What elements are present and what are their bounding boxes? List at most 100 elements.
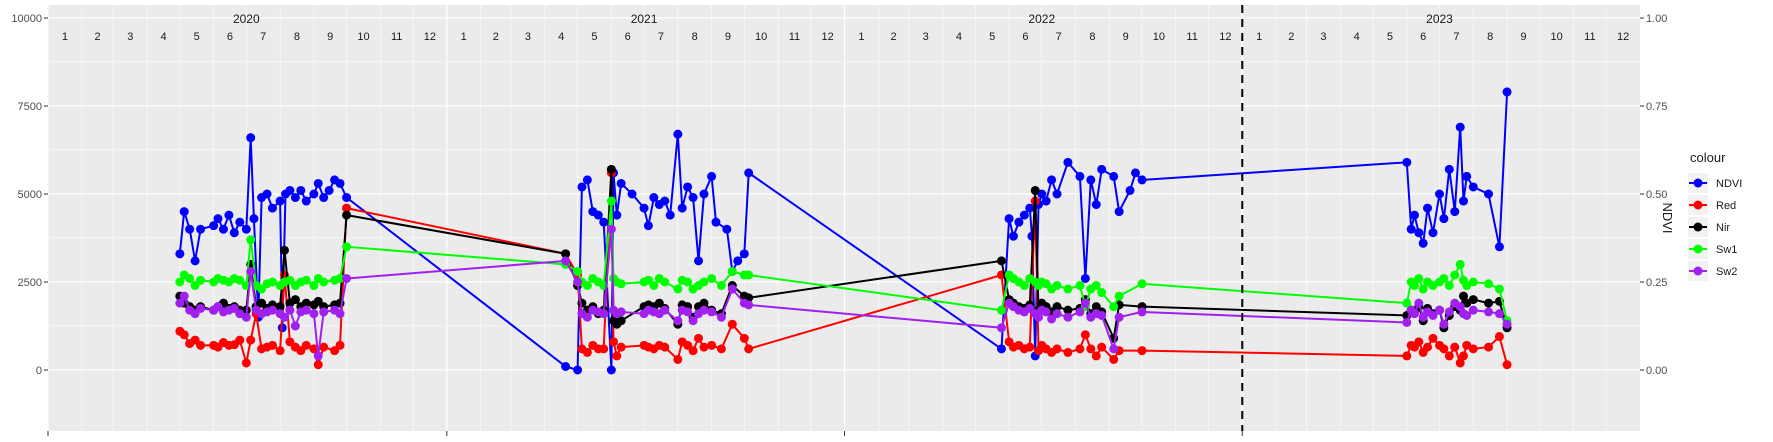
data-point-ndvi (324, 185, 334, 195)
month-label: 5 (1387, 31, 1393, 43)
data-point-ndvi (739, 249, 749, 259)
data-point-sw2 (683, 307, 693, 317)
data-point-sw2 (1494, 309, 1504, 319)
legend-item-ndvi: NDVI (1688, 173, 1742, 193)
month-label: 10 (1551, 31, 1563, 43)
left-tick-label: 7500 (18, 101, 42, 113)
data-point-ndvi (1455, 122, 1465, 132)
data-point-sw2 (313, 351, 323, 361)
data-point-red (1468, 344, 1478, 354)
data-point-ndvi (267, 203, 277, 213)
data-point-ndvi (342, 193, 352, 203)
data-point-sw1 (1137, 279, 1147, 289)
month-label: 8 (692, 31, 698, 43)
data-point-sw2 (707, 307, 717, 317)
left-tick-label: 0 (36, 365, 42, 377)
data-point-ndvi (582, 175, 592, 185)
data-point-ndvi (1418, 238, 1428, 248)
month-label: 9 (327, 31, 333, 43)
data-point-sw2 (1041, 307, 1051, 317)
year-label: 2020 (233, 12, 260, 26)
month-label: 9 (725, 31, 731, 43)
data-point-ndvi (249, 214, 259, 224)
data-point-ndvi (677, 203, 687, 213)
data-point-ndvi (246, 133, 256, 143)
month-label: 4 (1354, 31, 1360, 43)
data-point-ndvi (185, 224, 195, 234)
legend-key-point (1693, 244, 1703, 254)
month-label: 1 (1256, 31, 1262, 43)
data-point-ndvi (1137, 175, 1147, 185)
data-point-ndvi (1494, 242, 1504, 252)
data-point-red (1423, 342, 1433, 352)
month-label: 9 (1123, 31, 1129, 43)
data-point-sw2 (246, 266, 256, 276)
data-point-sw1 (582, 281, 592, 291)
data-point-red (301, 340, 311, 350)
data-point-red (694, 333, 704, 343)
month-label: 10 (357, 31, 369, 43)
legend-item-red: Red (1688, 195, 1736, 215)
data-point-sw1 (342, 242, 352, 252)
data-point-sw1 (1402, 298, 1412, 308)
data-point-ndvi (711, 217, 721, 227)
month-label: 7 (1453, 31, 1459, 43)
data-point-sw1 (1468, 277, 1478, 287)
data-point-ndvi (1014, 217, 1024, 227)
data-point-sw2 (561, 256, 571, 266)
data-point-ndvi (1423, 203, 1433, 213)
data-point-red (727, 319, 737, 329)
data-point-red (275, 346, 285, 356)
data-point-sw1 (246, 235, 256, 245)
data-point-red (1052, 344, 1062, 354)
data-point-sw2 (290, 321, 300, 331)
left-tick-label: 5000 (18, 189, 42, 201)
data-point-ndvi (744, 168, 754, 178)
data-point-red (1080, 330, 1090, 340)
data-point-sw2 (1484, 307, 1494, 317)
month-label: 11 (1584, 31, 1595, 43)
data-point-sw1 (683, 277, 693, 287)
data-point-sw1 (744, 270, 754, 280)
data-point-nir (606, 164, 616, 174)
data-point-ndvi (290, 193, 300, 203)
data-point-sw2 (1097, 310, 1107, 320)
data-point-ndvi (1402, 157, 1412, 167)
month-label: 7 (260, 31, 266, 43)
data-point-red (1428, 333, 1438, 343)
data-point-sw1 (1091, 281, 1101, 291)
month-label: 11 (789, 31, 800, 43)
data-point-red (707, 340, 717, 350)
legend-item-nir: Nir (1688, 217, 1730, 237)
legend-label: Sw2 (1716, 266, 1737, 278)
month-label: 9 (1520, 31, 1526, 43)
data-point-red (616, 342, 626, 352)
data-point-red (1484, 342, 1494, 352)
month-label: 11 (1186, 31, 1197, 43)
legend-label: NDVI (1716, 178, 1742, 190)
data-point-sw2 (660, 305, 670, 315)
series-red (175, 168, 1512, 370)
data-point-ndvi (1097, 164, 1107, 174)
legend-key-point (1693, 200, 1703, 210)
month-label: 12 (1617, 31, 1629, 43)
data-point-ndvi (616, 178, 626, 188)
data-point-ndvi (1075, 171, 1085, 181)
data-point-ndvi (1019, 210, 1029, 220)
data-point-ndvi (996, 344, 1006, 354)
data-point-sw2 (279, 312, 289, 322)
month-label: 12 (424, 31, 436, 43)
data-point-ndvi (1091, 200, 1101, 210)
data-point-sw2 (267, 305, 277, 315)
data-point-ndvi (660, 196, 670, 206)
data-point-ndvi (1052, 189, 1062, 199)
series-sw1 (175, 196, 1512, 326)
data-point-red (235, 335, 245, 345)
data-point-ndvi (1008, 231, 1018, 241)
data-point-sw2 (616, 307, 626, 317)
data-point-nir (290, 295, 300, 305)
data-point-sw1 (996, 305, 1006, 315)
data-point-sw2 (1114, 312, 1124, 322)
data-point-sw1 (616, 279, 626, 289)
data-point-ndvi (1114, 207, 1124, 217)
